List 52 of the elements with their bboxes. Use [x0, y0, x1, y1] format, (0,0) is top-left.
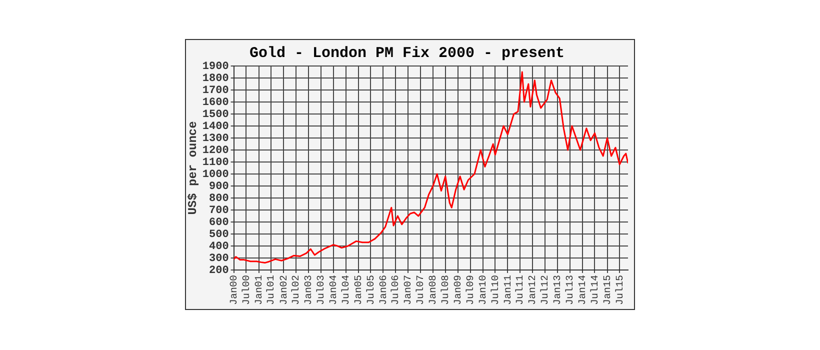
x-tick-label: Jan07 [404, 274, 415, 306]
x-tick-label: Jul01 [266, 274, 278, 306]
x-tick-label: Jul10 [490, 274, 502, 306]
x-tick-label: Jul04 [340, 274, 352, 306]
y-tick-label: 200 [208, 264, 229, 277]
x-tick-label: Jan10 [478, 274, 490, 306]
y-tick-label: 700 [208, 204, 229, 217]
y-axis-title: US$ per ounce [186, 121, 200, 215]
x-tick-label: Jul00 [240, 274, 253, 306]
x-tick-label: Jan04 [329, 274, 340, 306]
x-tick-label: Jan14 [578, 274, 590, 306]
x-tick-label: Jan03 [304, 274, 316, 306]
x-tick-label: Jan11 [503, 274, 514, 306]
x-tick-label: Jul14 [589, 274, 602, 306]
x-tick-label: Jul09 [464, 274, 477, 306]
y-tick-label: 500 [208, 228, 229, 241]
x-tick-label: Jan08 [428, 274, 440, 306]
x-tick-label: Jan09 [454, 274, 465, 306]
x-tick-label: Jul02 [290, 274, 303, 306]
y-tick-label: 1300 [202, 132, 229, 145]
x-tick-label: Jan12 [528, 274, 540, 306]
y-tick-label: 900 [208, 180, 229, 193]
y-tick-label: 1700 [202, 84, 229, 97]
y-tick-label: 1100 [202, 156, 229, 169]
y-tick-label: 600 [208, 216, 229, 229]
y-tick-label: 1500 [202, 108, 229, 121]
x-tick-label: Jan05 [354, 274, 365, 306]
y-tick-label: 1600 [202, 96, 229, 109]
x-tick-label: Jul08 [440, 274, 452, 306]
x-tick-label: Jan13 [553, 274, 564, 306]
y-tick-label: 800 [208, 192, 229, 205]
x-tick-label: Jan00 [229, 274, 240, 306]
x-tick-label: Jul13 [564, 274, 576, 306]
y-tick-label: 1800 [202, 72, 229, 85]
x-tick-label: Jul03 [315, 274, 328, 306]
y-tick-label: 1000 [202, 168, 229, 181]
x-tick-label: Jul06 [390, 274, 402, 306]
x-tick-label: Jul12 [540, 274, 552, 306]
y-tick-label: 1200 [202, 144, 229, 157]
x-tick-label: Jan01 [254, 274, 266, 306]
y-tick-label: 1400 [202, 120, 229, 133]
chart-title: Gold - London PM Fix 2000 - present [249, 44, 565, 62]
y-tick-label: 300 [208, 252, 229, 265]
x-tick-label: Jul11 [514, 274, 527, 306]
x-tick-label: Jul07 [415, 274, 428, 306]
x-tick-label: Jul15 [614, 274, 626, 306]
x-tick-label: Jan15 [602, 274, 614, 306]
x-tick-label: Jul05 [365, 274, 378, 306]
x-tick-label: Jan06 [378, 274, 390, 306]
y-tick-label: 1900 [202, 60, 229, 73]
x-tick-label: Jan02 [279, 274, 290, 306]
y-tick-label: 400 [208, 240, 229, 253]
